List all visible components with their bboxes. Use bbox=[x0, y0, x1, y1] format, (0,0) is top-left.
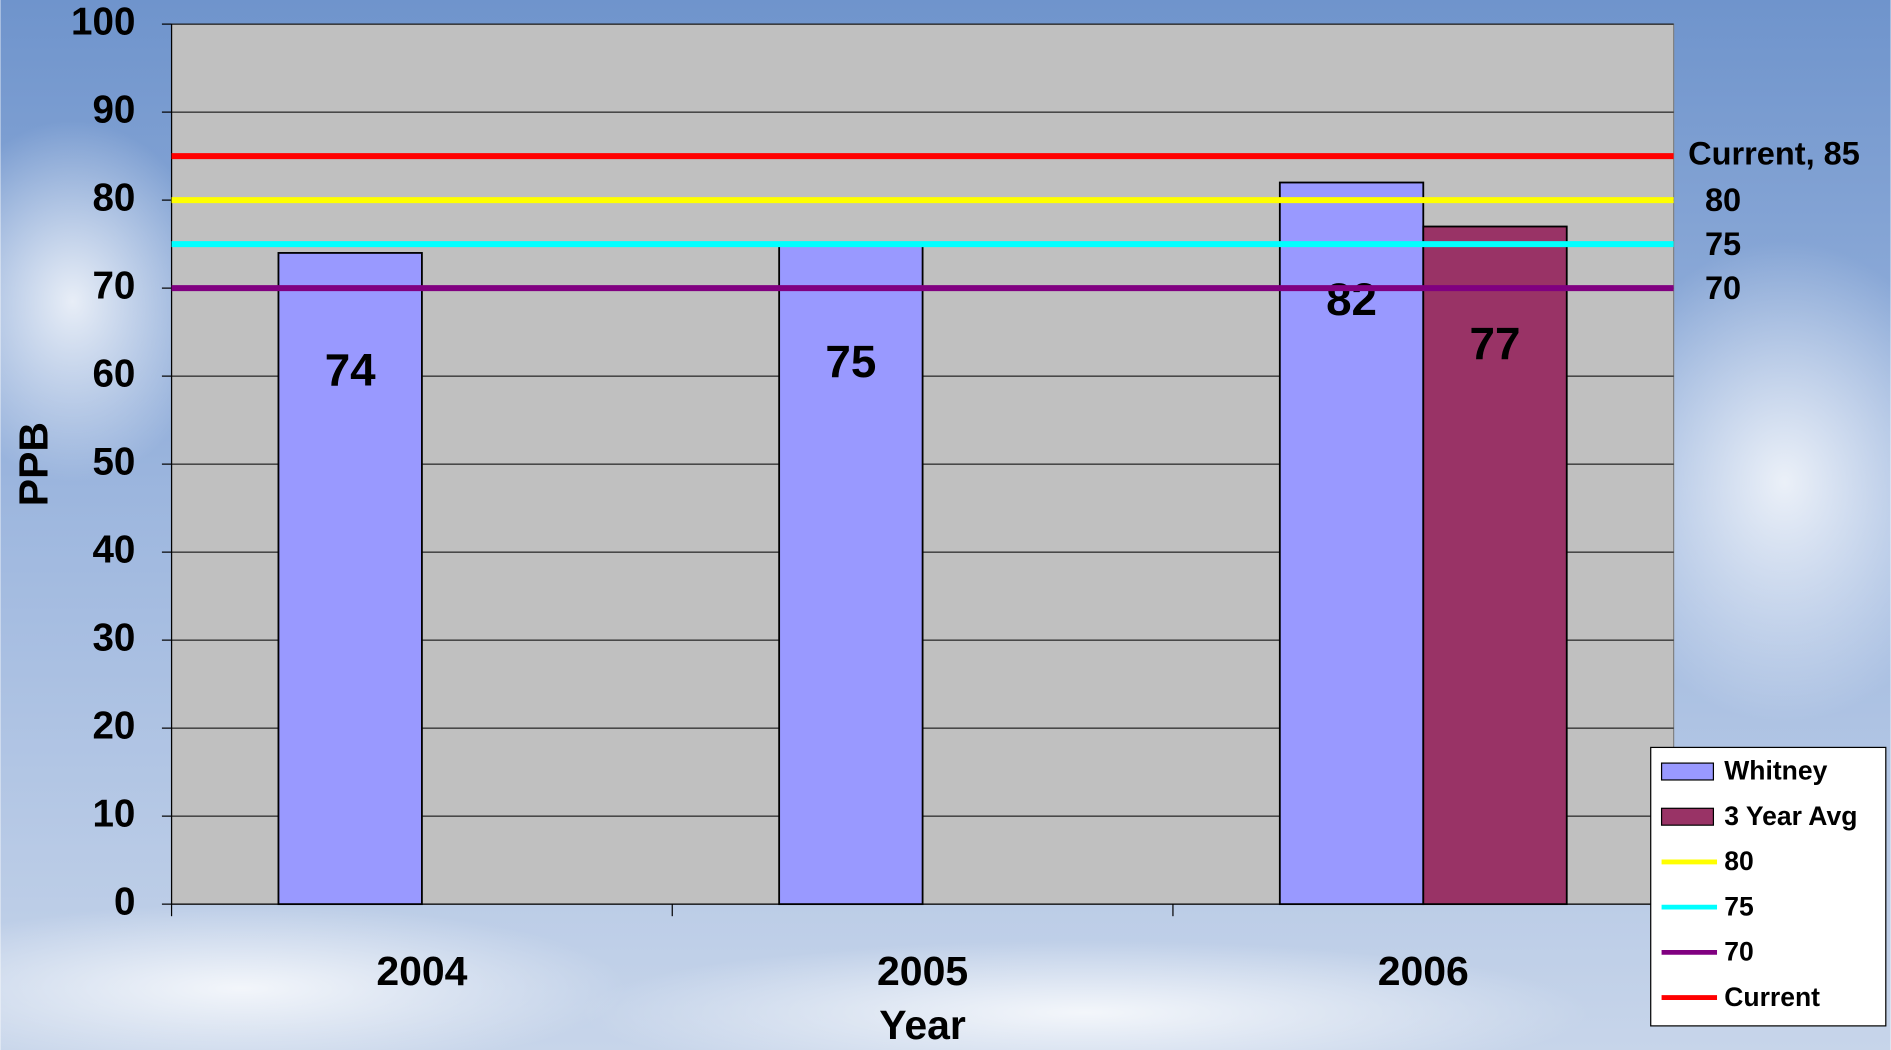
cloud bbox=[0, 904, 628, 1050]
reference-label: 75 bbox=[1705, 226, 1741, 262]
legend-swatch bbox=[1660, 762, 1715, 781]
y-tick-label: 50 bbox=[92, 440, 135, 483]
x-tick-label: 2005 bbox=[877, 948, 968, 994]
bar bbox=[277, 252, 423, 906]
bar bbox=[1422, 225, 1568, 906]
cloud bbox=[0, 120, 218, 483]
legend-label: 3 Year Avg bbox=[1724, 801, 1857, 831]
x-tick-label: 2006 bbox=[1378, 948, 1469, 994]
y-tick-label: 80 bbox=[92, 176, 135, 219]
y-axis-title: PPB bbox=[10, 422, 56, 506]
y-tick-label: 90 bbox=[92, 88, 135, 131]
legend-label: 75 bbox=[1724, 891, 1754, 921]
cloud bbox=[579, 940, 1592, 1050]
legend bbox=[1650, 746, 1887, 1027]
legend-label: Current bbox=[1724, 982, 1820, 1012]
data-label: 75 bbox=[825, 336, 876, 387]
legend-label: 70 bbox=[1724, 937, 1754, 967]
legend-swatch bbox=[1660, 807, 1715, 826]
x-tick-label: 2004 bbox=[376, 948, 467, 994]
y-tick-label: 0 bbox=[114, 880, 135, 923]
y-tick-label: 10 bbox=[92, 792, 135, 835]
data-label: 82 bbox=[1326, 274, 1377, 325]
y-tick-label: 30 bbox=[92, 616, 135, 659]
reference-label: 80 bbox=[1705, 182, 1741, 218]
reference-label: 70 bbox=[1705, 270, 1741, 306]
y-tick-label: 60 bbox=[92, 352, 135, 395]
bar bbox=[778, 243, 924, 906]
y-tick-label: 20 bbox=[92, 704, 135, 747]
y-tick-label: 70 bbox=[92, 264, 135, 307]
bar bbox=[1278, 181, 1425, 906]
data-label: 74 bbox=[325, 345, 376, 396]
legend-label: 80 bbox=[1724, 846, 1754, 876]
y-tick-label: 40 bbox=[92, 528, 135, 571]
data-label: 77 bbox=[1470, 318, 1521, 369]
y-tick-label: 100 bbox=[71, 0, 135, 43]
reference-label: Current, 85 bbox=[1688, 136, 1860, 172]
x-axis-title: Year bbox=[879, 1002, 966, 1048]
legend-label: Whitney bbox=[1724, 756, 1827, 786]
